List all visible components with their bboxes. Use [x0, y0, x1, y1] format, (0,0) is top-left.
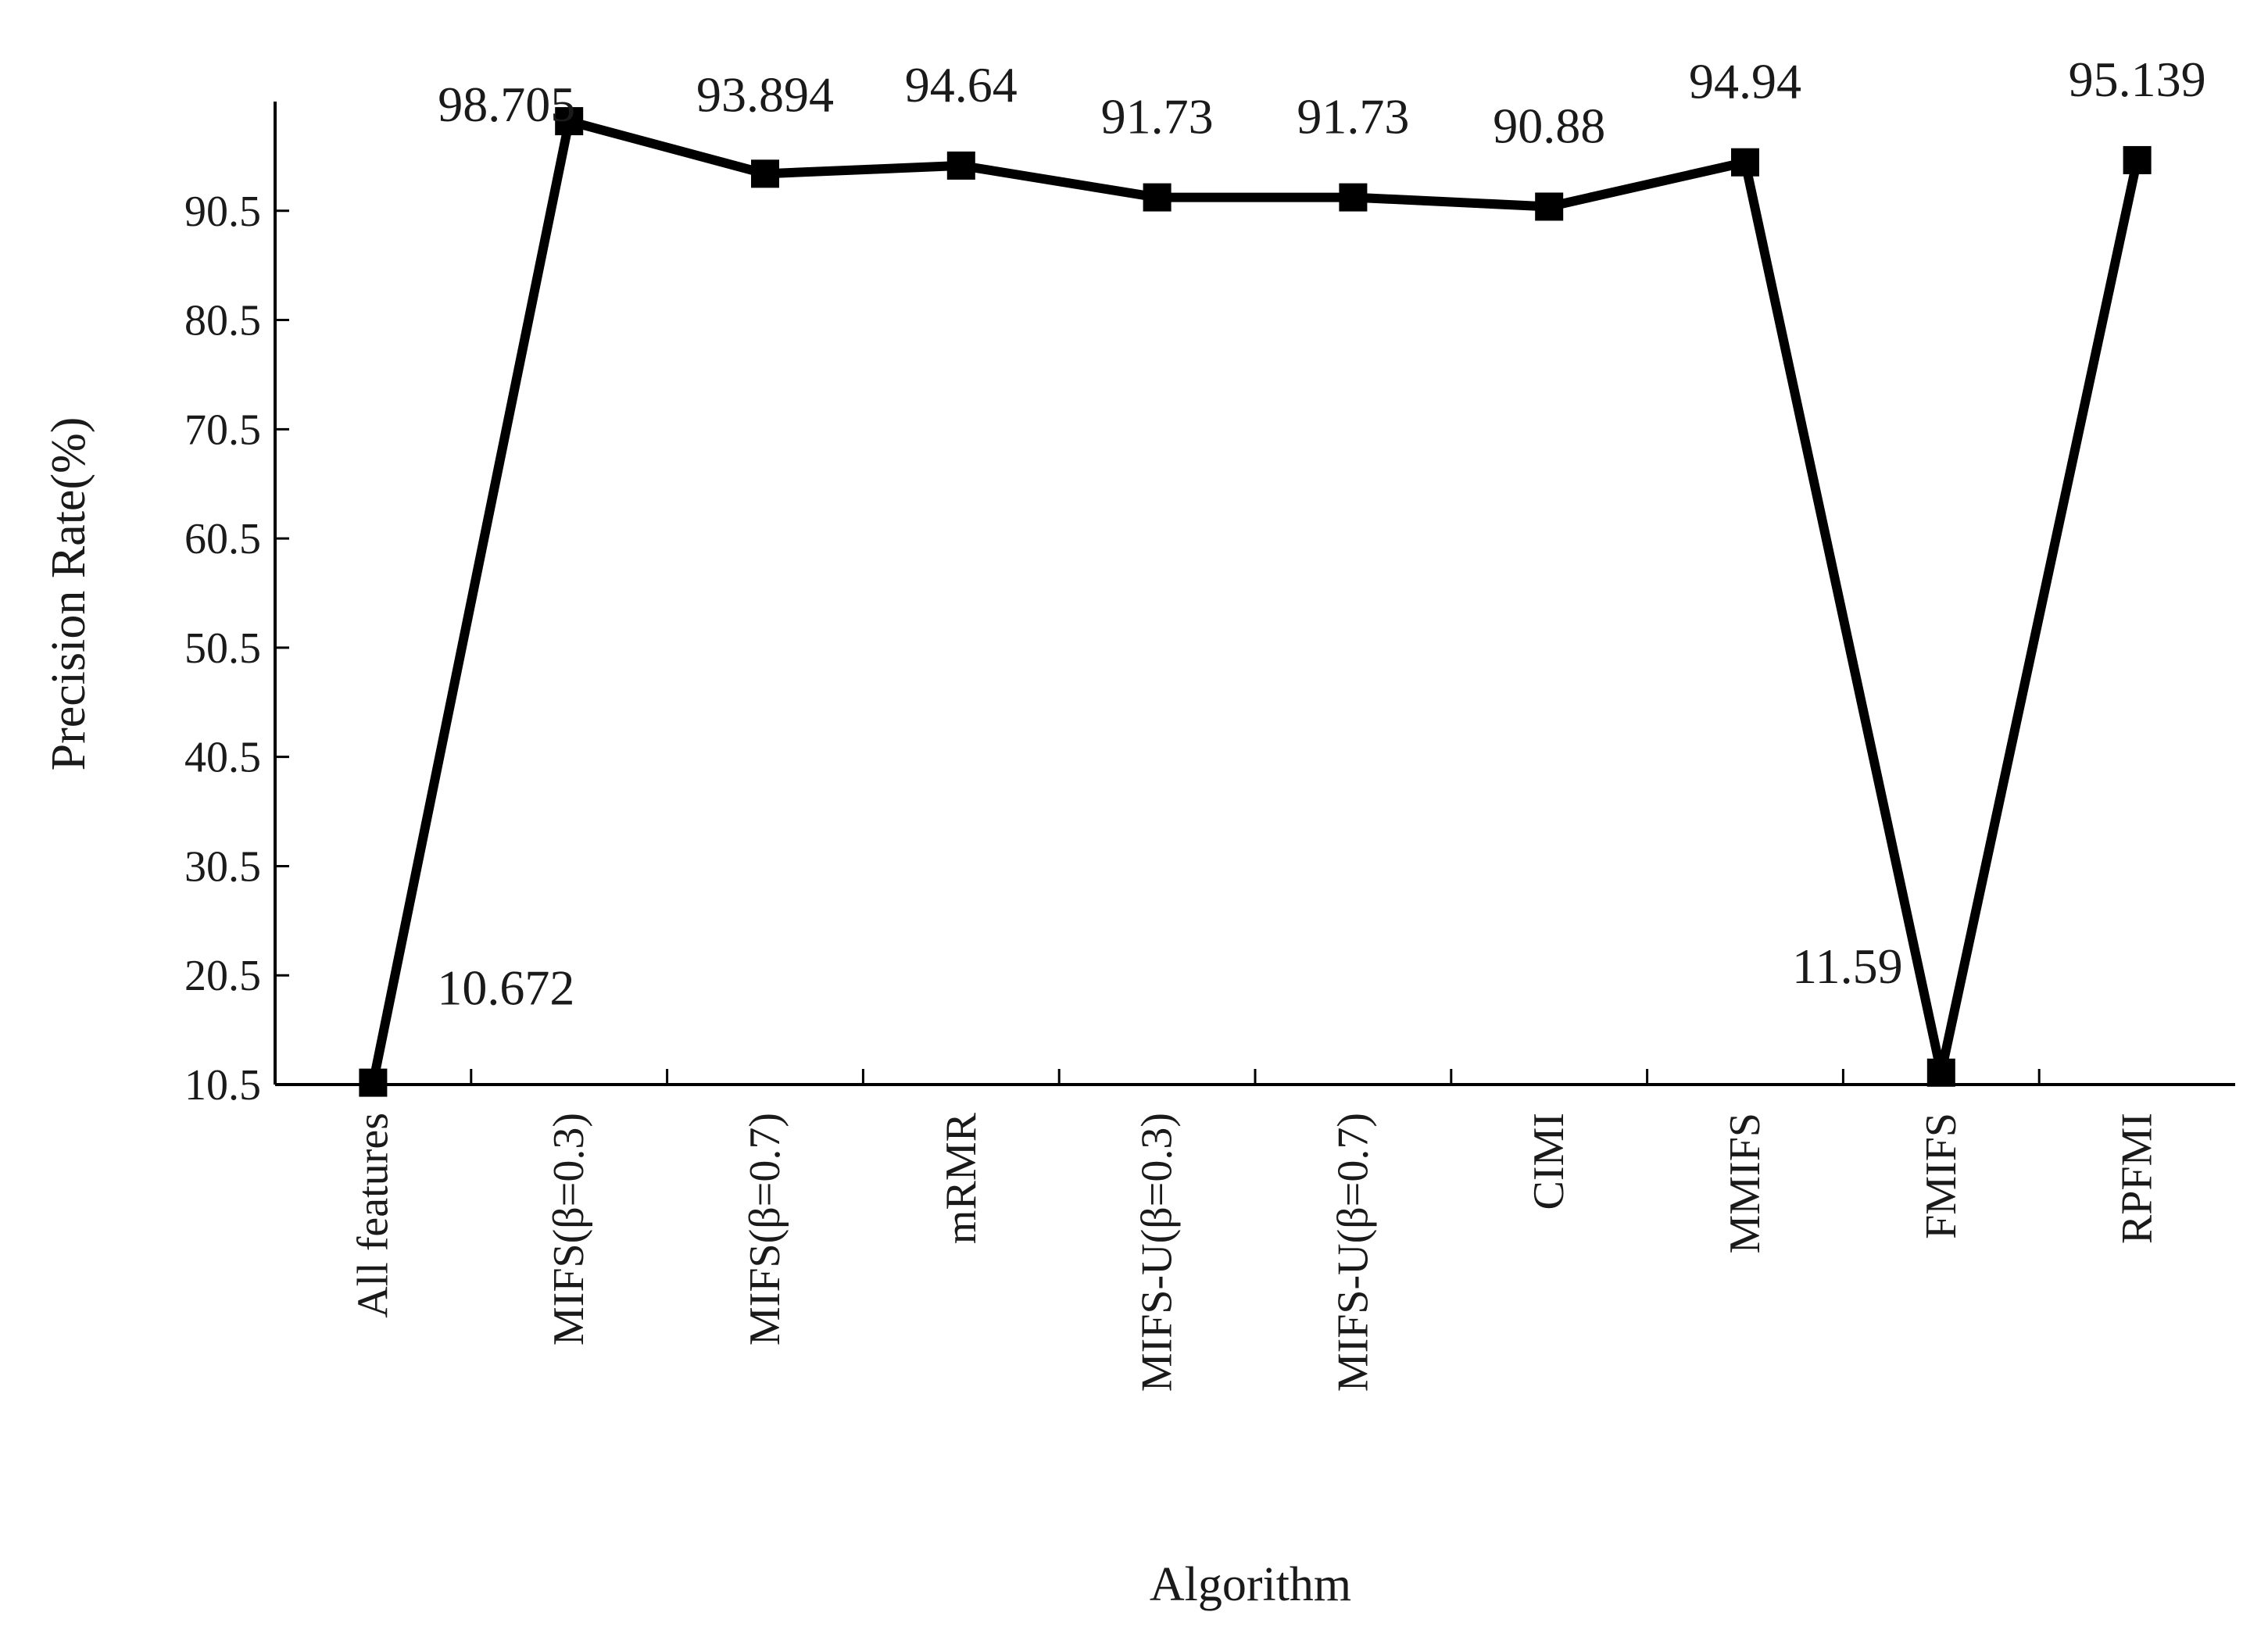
data-point: [946, 151, 975, 180]
x-category-label: FMIFS: [1917, 1113, 1966, 1239]
data-label: 94.94: [1689, 54, 1801, 109]
x-category-label: CIMI: [1525, 1113, 1573, 1210]
x-category-label: MIFS(β=0.3): [545, 1113, 593, 1346]
series-line: [368, 116, 2142, 1084]
x-category-label: mRMR: [937, 1112, 986, 1244]
data-labels: 10.672 98.705 93.894 94.64 91.73 91.73 90.88 94…: [437, 52, 2205, 1016]
data-point: [2123, 145, 2152, 174]
y-tick-label: 50.5: [184, 624, 261, 673]
data-point: [751, 159, 779, 188]
data-point: [1535, 192, 1564, 221]
data-point: [555, 107, 584, 136]
data-label: 10.672: [437, 960, 574, 1016]
y-axis-ticks: 10.5 20.5 30.5 40.5 50.5 60.5 70.5 80.5 90.5: [184, 188, 289, 1110]
x-axis-ticks: All features MIFS(β=0.3) MIFS(β=0.7) mRMR MI…: [349, 1069, 2162, 1392]
data-label: 91.73: [1297, 89, 1409, 145]
data-label: 90.88: [1493, 98, 1605, 153]
axes: [274, 102, 2235, 1086]
y-tick-label: 70.5: [184, 406, 261, 454]
y-tick-label: 80.5: [184, 297, 261, 345]
x-category-label: MIFS(β=0.7): [741, 1113, 789, 1346]
series: [359, 107, 2152, 1097]
data-point: [359, 1068, 388, 1097]
x-category-label: RPFMI: [2113, 1113, 2162, 1244]
data-label: 98.705: [438, 77, 575, 132]
y-tick-label: 40.5: [184, 734, 261, 782]
data-point: [1926, 1058, 1955, 1087]
data-label: 91.73: [1101, 89, 1214, 145]
data-point: [1143, 183, 1172, 212]
data-label: 94.64: [905, 57, 1018, 113]
y-tick-label: 30.5: [184, 842, 261, 891]
data-label: 11.59: [1792, 938, 1903, 994]
data-label: 95.139: [2069, 52, 2206, 107]
y-tick-label: 20.5: [184, 952, 261, 1000]
x-category-label: MIFS-U(β=0.3): [1133, 1113, 1182, 1392]
data-point: [1339, 183, 1368, 212]
x-category-label: MMIFS: [1721, 1113, 1769, 1254]
y-tick-label: 90.5: [184, 188, 261, 236]
y-tick-label: 10.5: [184, 1061, 261, 1110]
x-category-label: All features: [349, 1113, 397, 1318]
x-category-label: MIFS-U(β=0.7): [1329, 1113, 1377, 1392]
y-tick-label: 60.5: [184, 515, 261, 563]
y-axis-title: Precision Rate(%): [42, 417, 95, 771]
x-axis-title: Algorithm: [1150, 1558, 1351, 1611]
data-label: 93.894: [696, 66, 834, 122]
data-point: [1731, 148, 1759, 177]
